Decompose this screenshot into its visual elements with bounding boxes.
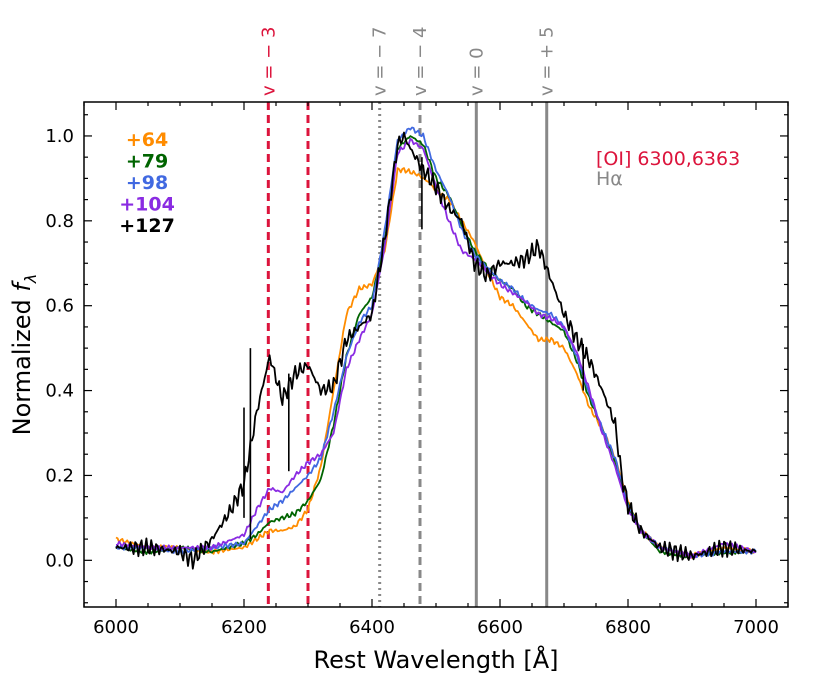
legend-entry-plus127: +127 xyxy=(119,215,175,237)
y-tick-label: 0.0 xyxy=(45,550,74,571)
x-tick-label: 6800 xyxy=(605,617,651,638)
y-tick-label: 0.4 xyxy=(45,381,74,402)
vline-label-0: v = − 3 xyxy=(258,27,279,96)
x-tick-label: 6600 xyxy=(477,617,523,638)
spectral-spikes xyxy=(243,157,585,540)
vline-label-4: v = 0 xyxy=(466,47,487,96)
vline-label-2: v = − 7 xyxy=(370,27,391,96)
series-line-plus64 xyxy=(115,167,757,559)
x-tick-label: 6400 xyxy=(349,617,395,638)
x-tick-label: 6000 xyxy=(93,617,139,638)
vline-label-3: v = − 4 xyxy=(410,27,431,96)
series-line-plus127 xyxy=(115,131,757,570)
line-legend-entry-1: Hα xyxy=(596,168,623,190)
y-tick-label: 0.6 xyxy=(45,296,74,317)
y-tick-label: 0.8 xyxy=(45,211,74,232)
legend-entry-plus79: +79 xyxy=(126,151,168,173)
x-tick-label: 7000 xyxy=(733,617,779,638)
spectra-series xyxy=(115,126,757,570)
legend-entry-plus98: +98 xyxy=(126,172,168,194)
velocity-markers: v = − 3 v = − 7 v = − 4 v = 0 v = + 5 xyxy=(258,27,558,607)
x-axis-label: Rest Wavelength [Å] xyxy=(313,645,558,674)
x-tick-label: 6200 xyxy=(221,617,267,638)
vline-label-5: v = + 5 xyxy=(537,27,558,96)
y-tick-label: 1.0 xyxy=(45,126,74,147)
line-legend-entry-0: [OI] 6300,6363 xyxy=(596,148,740,170)
series-line-plus104 xyxy=(115,137,757,559)
legend-entry-plus104: +104 xyxy=(119,194,175,216)
epoch-legend: +64+79+98+104+127 xyxy=(119,129,175,237)
series-line-plus79 xyxy=(115,135,757,559)
y-axis-label: Normalized fλ xyxy=(8,274,40,436)
y-tick-label: 0.2 xyxy=(45,465,74,486)
axis-ticks: 6000 6200 6400 6600 6800 7000 0.0 0.2 0.4 0.6 0.8 1… xyxy=(45,102,789,638)
legend-entry-plus64: +64 xyxy=(126,129,168,151)
